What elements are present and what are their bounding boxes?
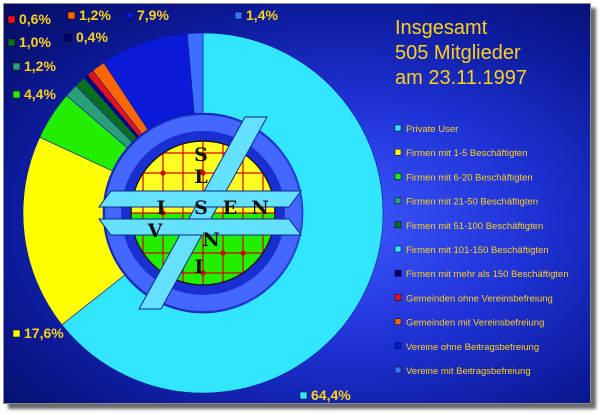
chart-title: Insgesamt 505 Mitglieder am 23.11.1997 (395, 17, 527, 89)
legend-swatch-8 (394, 318, 402, 325)
legend-swatch-0 (394, 124, 402, 132)
value-label-swatch-4 (7, 38, 16, 47)
value-label-swatch-10 (234, 11, 243, 20)
logo-grid-node-8 (200, 270, 206, 276)
value-label-swatch-8 (67, 11, 76, 20)
value-label-6: 0,4% (76, 29, 108, 45)
logo-grid-node-6 (220, 250, 226, 256)
value-label-swatch-7 (7, 15, 16, 24)
legend-label-10: Vereine mit Beitragsbefreiung (406, 366, 531, 377)
logo-grid-node-4 (160, 210, 166, 216)
legend-label-9: Vereine ohne Beitragsbefreiung (406, 342, 539, 353)
value-label-swatch-0 (299, 391, 308, 400)
legend-swatch-9 (394, 342, 402, 350)
logo-letter-7: N (202, 229, 219, 251)
logo-letter-5: N (251, 197, 268, 219)
value-label-3: 1,2% (24, 58, 56, 74)
legend-label-3: Firmen mit 21-50 Beschäftigten (406, 197, 538, 208)
logo-grid-node-9 (240, 250, 246, 256)
legend-label-4: Firmen mit 51-100 Beschäftigten (406, 221, 543, 232)
legend-swatch-10 (394, 366, 402, 374)
legend-label-8: Gemeinden mit Vereinsbefreiung (406, 318, 544, 329)
legend-label-1: Firmen mit 1-5 Beschäftigten (406, 148, 527, 159)
legend-swatch-3 (394, 197, 402, 204)
logo-grid-node-0 (160, 170, 166, 176)
value-label-10: 1,4% (246, 7, 278, 23)
value-label-swatch-9 (125, 11, 134, 20)
legend-swatch-2 (394, 173, 402, 180)
value-label-0: 64,4% (311, 387, 351, 403)
logo-letter-1: L (194, 166, 207, 188)
logo-lower-band (98, 218, 302, 236)
legend-label-0: Private User (406, 124, 458, 135)
logo-outline (130, 140, 276, 286)
value-label-swatch-1 (12, 329, 21, 338)
legend-swatch-6 (394, 269, 402, 277)
value-label-4: 1,0% (19, 34, 51, 50)
legend-swatch-1 (394, 148, 402, 156)
chart-title-line-0: Insgesamt (395, 17, 488, 39)
value-label-swatch-2 (12, 90, 21, 99)
value-label-2: 4,4% (24, 86, 56, 102)
legend-label-5: Firmen mit 101-150 Beschäftigten (406, 245, 549, 256)
logo-diagonal-band (138, 116, 268, 310)
value-label-9: 7,9% (137, 7, 169, 23)
logo-letter-0: S (194, 144, 208, 166)
logo-letter-2: I (157, 197, 166, 219)
logo-letter-3: S (194, 197, 208, 219)
chart-legend: Private User Firmen mit 1-5 Beschäftigten… (394, 124, 569, 377)
pie-slice-10 (186, 32, 204, 114)
slisen-logo: SLI S E NV NI (98, 116, 302, 310)
value-label-1: 17,6% (24, 325, 64, 341)
logo-grid-node-1 (200, 170, 206, 176)
chart-title-line-1: 505 Mitglieder (395, 42, 521, 64)
legend-swatch-4 (394, 221, 402, 229)
value-label-8: 1,2% (79, 7, 111, 23)
slice-value-labels: 64,4% 17,6% 4,4% 1,2% 1,0% 0,4% 0,6% 1,2% 7,9% 1,… (7, 7, 351, 403)
logo-letter-6: V (147, 220, 164, 242)
legend-swatch-5 (394, 245, 402, 253)
value-label-7: 0,6% (19, 11, 51, 27)
logo-upper-band (98, 190, 302, 208)
value-label-swatch-3 (12, 62, 21, 71)
logo-letter-8: I (195, 256, 204, 278)
legend-swatch-7 (394, 294, 402, 301)
chart-title-line-2: am 23.11.1997 (395, 67, 527, 89)
legend-label-6: Firmen mit mehr als 150 Beschäftigten (406, 269, 569, 280)
logo-letter-4: E (223, 197, 237, 219)
legend-label-7: Gemeinden ohne Vereinsbefreiung (406, 293, 553, 304)
value-label-swatch-6 (64, 33, 73, 42)
legend-label-2: Firmen mit 6-20 Beschäftigten (406, 172, 533, 183)
